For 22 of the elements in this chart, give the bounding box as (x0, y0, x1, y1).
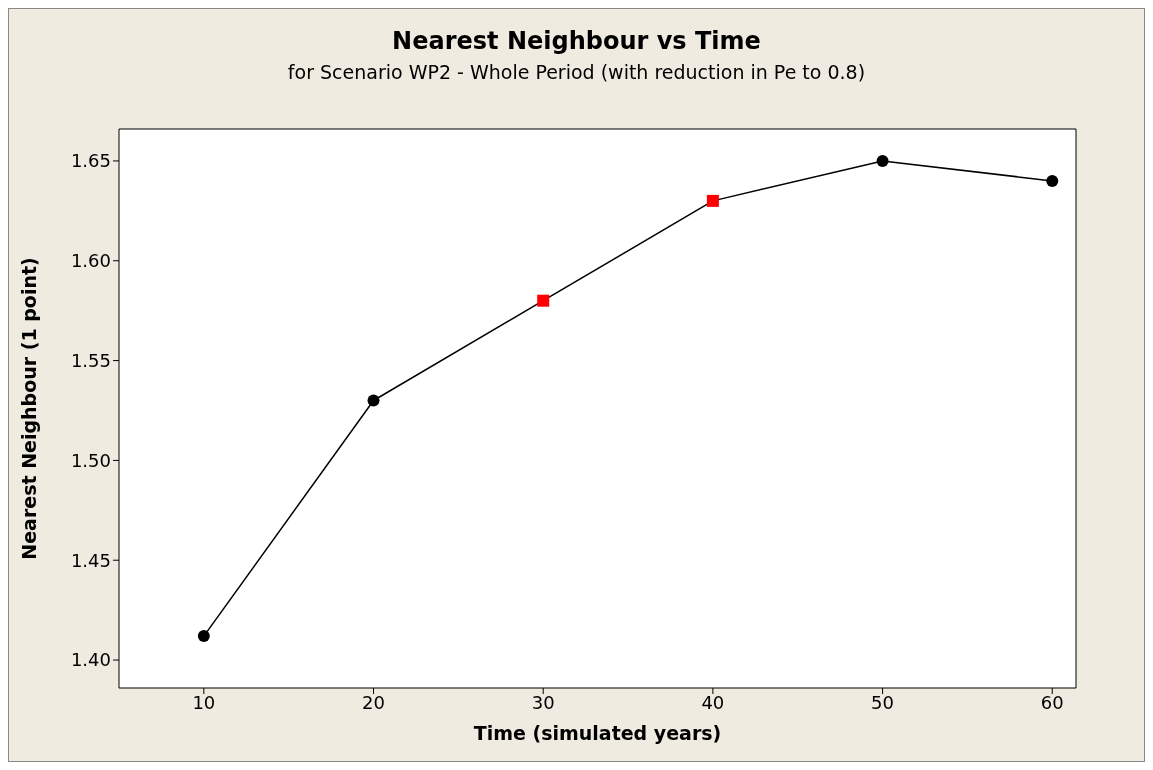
x-tick-label: 20 (362, 691, 385, 713)
y-tick-label: 1.65 (70, 150, 111, 172)
y-tick-label: 1.40 (70, 649, 111, 671)
x-tick-label: 10 (192, 691, 216, 713)
point (197, 630, 210, 643)
point (537, 294, 550, 307)
y-tick-label: 1.50 (70, 449, 111, 471)
y-axis-title: Nearest Neighbour (1 point) (17, 257, 40, 560)
chart-title: Nearest Neighbour vs Time (391, 27, 762, 55)
x-axis-title: Time (simulated years) (473, 722, 722, 744)
x-tick-label: 60 (1040, 691, 1064, 713)
point (876, 154, 889, 167)
point (367, 394, 380, 407)
x-tick-label: 30 (531, 691, 555, 713)
x-tick-label: 50 (871, 691, 895, 713)
x-tick-label: 40 (701, 691, 725, 713)
point (706, 194, 719, 207)
chart-subtitle: for Scenario WP2 - Whole Period (with reduction in Pe to 0.8) (286, 61, 867, 83)
y-tick-label: 1.60 (70, 250, 111, 272)
y-tick-label: 1.45 (70, 549, 111, 571)
y-tick-label: 1.55 (70, 349, 111, 371)
point (1046, 174, 1059, 187)
